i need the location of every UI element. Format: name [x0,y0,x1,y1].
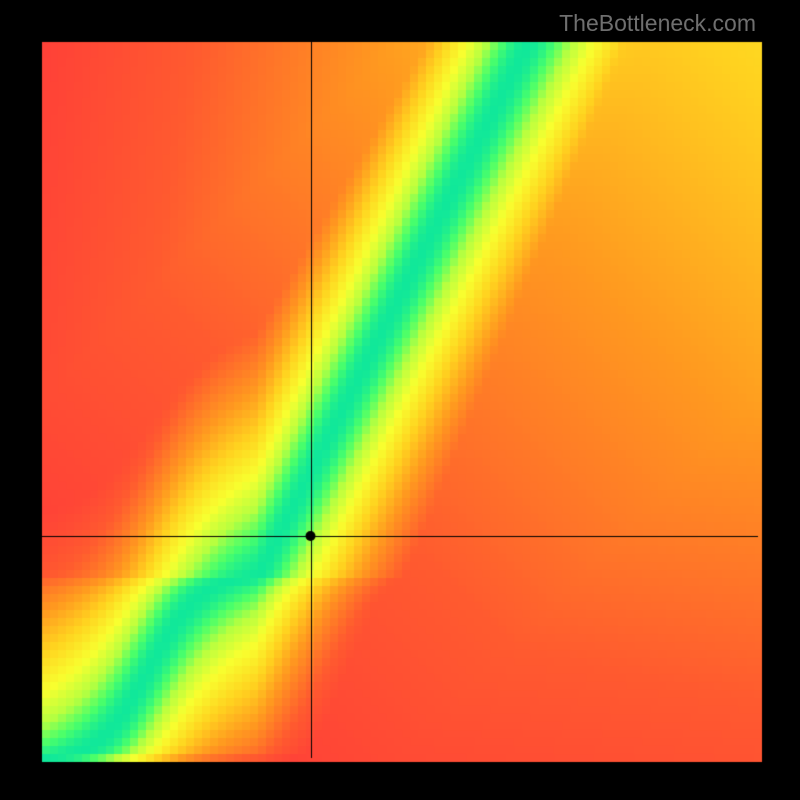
chart-container: TheBottleneck.com [0,0,800,800]
watermark-text: TheBottleneck.com [559,10,756,37]
heatmap-canvas [0,0,800,800]
